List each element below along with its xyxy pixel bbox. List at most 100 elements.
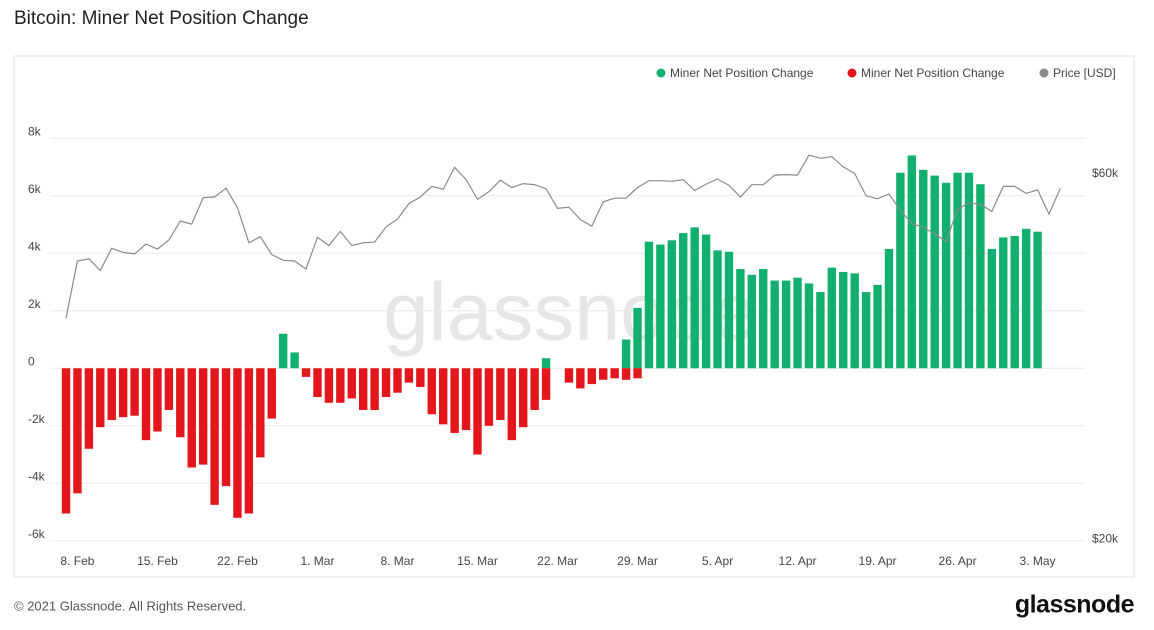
x-tick-label: 3. May [1020, 554, 1056, 568]
x-tick-label: 8. Feb [60, 554, 94, 568]
bar [941, 182, 951, 369]
bar [107, 368, 116, 421]
copyright: © 2021 Glassnode. All Rights Reserved. [14, 598, 246, 613]
x-tick-label: 15. Mar [457, 554, 498, 568]
bar [1021, 228, 1031, 369]
bar [644, 241, 654, 369]
chart-title: Bitcoin: Miner Net Position Change [14, 8, 309, 29]
bar [599, 368, 608, 380]
y-tick-label: 4k [28, 239, 42, 253]
bar [324, 368, 334, 403]
bar [839, 271, 848, 369]
bar [530, 368, 539, 410]
y-tick-label: -6k [28, 527, 46, 541]
bar [141, 368, 151, 441]
bar [541, 358, 551, 369]
bar [701, 234, 711, 369]
bar [633, 368, 642, 379]
bar [919, 169, 928, 369]
bar [953, 172, 962, 369]
bar [450, 368, 459, 433]
bar [1033, 231, 1042, 369]
y2-tick-label: $20k [1092, 532, 1119, 546]
bar [793, 277, 802, 369]
bar [187, 368, 196, 468]
legend-label: Miner Net Position Change [670, 66, 814, 80]
bar [393, 368, 402, 393]
x-tick-label: 8. Mar [380, 554, 414, 568]
bar [781, 280, 791, 369]
y-tick-label: 2k [28, 297, 42, 311]
x-tick-label: 12. Apr [779, 554, 817, 568]
bar [884, 248, 894, 369]
bar [987, 248, 997, 369]
x-tick-label: 29. Mar [617, 554, 658, 568]
x-tick-label: 15. Feb [137, 554, 178, 568]
bar [861, 292, 871, 369]
bar [804, 283, 814, 369]
bar [873, 284, 882, 369]
bar [221, 368, 231, 487]
y-tick-label: 8k [28, 124, 42, 138]
legend-label: Miner Net Position Change [861, 66, 1005, 80]
bar [1010, 235, 1019, 369]
x-tick-label: 26. Apr [939, 554, 977, 568]
bar [713, 250, 722, 369]
bar [759, 269, 768, 369]
bar [233, 368, 242, 518]
bar [416, 368, 425, 387]
bar [290, 352, 299, 369]
bar [587, 368, 596, 385]
bar [690, 227, 699, 369]
bar [404, 368, 414, 383]
x-tick-label: 1. Mar [300, 554, 334, 568]
x-tick-label: 22. Mar [537, 554, 578, 568]
bar [679, 233, 688, 369]
bar [667, 240, 677, 369]
legend-label: Price [USD] [1053, 66, 1116, 80]
bar [210, 368, 219, 505]
bar [73, 368, 82, 494]
x-tick-label: 22. Feb [217, 554, 258, 568]
y-tick-label: 6k [28, 182, 42, 196]
bar [347, 368, 356, 399]
bar [84, 368, 94, 449]
bar [381, 368, 391, 398]
y-tick-label: 0 [28, 354, 35, 368]
bar [827, 267, 837, 369]
watermark: glassnode [383, 267, 757, 358]
legend-marker [847, 68, 857, 78]
bar [621, 339, 631, 369]
bar [198, 368, 208, 465]
y2-tick-label: $60k [1092, 166, 1119, 180]
plot-frame [13, 55, 1135, 578]
bar [633, 307, 642, 369]
bar [244, 368, 254, 514]
bar [61, 368, 71, 514]
bar [313, 368, 322, 398]
bar [610, 368, 619, 379]
bar [118, 368, 128, 418]
bar [541, 368, 551, 400]
bar [256, 368, 265, 458]
bar [130, 368, 139, 416]
legend-marker [656, 68, 666, 78]
bar [267, 368, 276, 419]
bar [850, 273, 859, 369]
bar [576, 368, 585, 389]
bar [816, 292, 825, 369]
bar [656, 244, 665, 369]
bar [358, 368, 368, 410]
bar [930, 175, 939, 369]
bar [439, 368, 448, 425]
y-tick-label: -4k [28, 469, 46, 483]
bar [621, 368, 631, 380]
bar [976, 184, 985, 369]
bar [96, 368, 105, 428]
bar [370, 368, 379, 410]
bar [336, 368, 345, 403]
bar [724, 251, 734, 369]
bar [301, 368, 311, 377]
bar [153, 368, 162, 432]
bar [999, 237, 1008, 369]
